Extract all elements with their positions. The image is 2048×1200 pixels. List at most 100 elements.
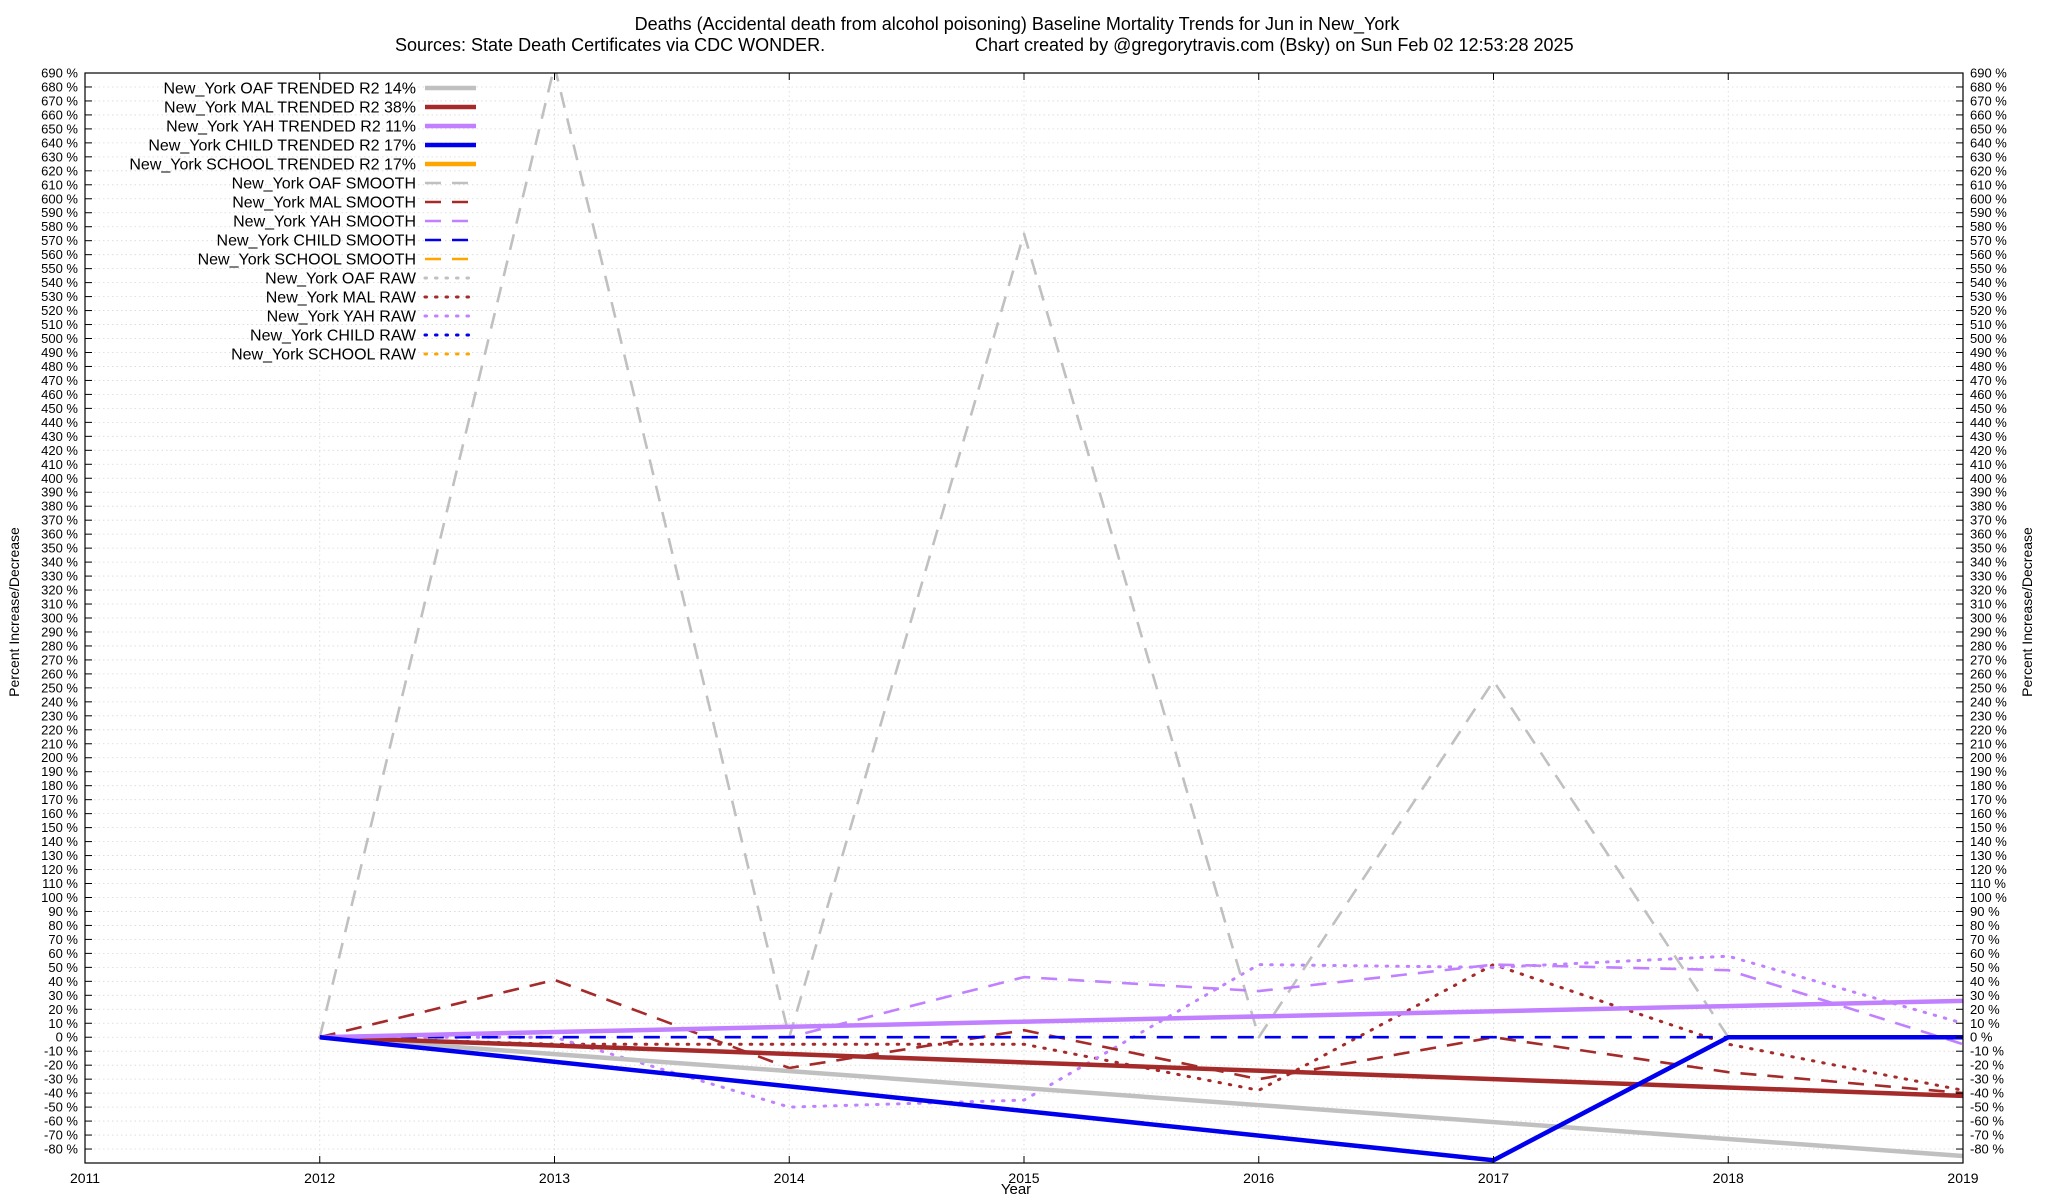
legend-label: New_York SCHOOL TRENDED R2 17%	[129, 157, 416, 174]
y-tick-label: 540 %	[41, 275, 78, 290]
y-tick-label: 20 %	[1970, 1002, 2000, 1017]
y-tick-label: 430 %	[41, 429, 78, 444]
y-tick-label: 100 %	[41, 890, 78, 905]
y-axis-left: -80 %-70 %-60 %-50 %-40 %-30 %-20 %-10 %…	[41, 66, 92, 1157]
y-tick-label: 440 %	[1970, 415, 2007, 430]
y-tick-label: 680 %	[1970, 79, 2007, 94]
y-tick-label: 480 %	[41, 359, 78, 374]
y-tick-label: 340 %	[1970, 555, 2007, 570]
x-tick-label: 2015	[1008, 1170, 1039, 1186]
legend-label: New_York MAL RAW	[266, 290, 417, 307]
y-tick-label: 370 %	[1970, 513, 2007, 528]
y-tick-label: 40 %	[1970, 974, 2000, 989]
y-tick-label: 560 %	[41, 247, 78, 262]
y-tick-label: -60 %	[44, 1114, 78, 1129]
y-tick-label: -40 %	[1970, 1086, 2004, 1101]
y-tick-label: 360 %	[1970, 527, 2007, 542]
y-tick-label: 670 %	[41, 93, 78, 108]
y-tick-label: 390 %	[1970, 485, 2007, 500]
y-tick-label: 50 %	[48, 960, 78, 975]
y-tick-label: 600 %	[1970, 191, 2007, 206]
y-tick-label: 620 %	[41, 163, 78, 178]
y-tick-label: 680 %	[41, 79, 78, 94]
y-tick-label: 690 %	[41, 66, 78, 81]
y-tick-label: 60 %	[48, 946, 78, 961]
y-tick-label: -80 %	[44, 1142, 78, 1157]
y-tick-label: 670 %	[1970, 93, 2007, 108]
y-axis-label-left: Percent Increase/Decrease	[6, 527, 22, 697]
y-tick-label: 30 %	[1970, 988, 2000, 1003]
y-axis-right: -80 %-70 %-60 %-50 %-40 %-30 %-20 %-10 %…	[1956, 66, 2007, 1157]
x-axis: 2011 2012 2013 2014 2015 2016 2017 2018 2019	[70, 73, 1979, 1186]
y-tick-label: 320 %	[41, 583, 78, 598]
y-tick-label: 510 %	[1970, 317, 2007, 332]
y-tick-label: 400 %	[1970, 471, 2007, 486]
y-tick-label: -10 %	[1970, 1044, 2004, 1059]
y-axis-label-right: Percent Increase/Decrease	[2019, 527, 2035, 697]
y-tick-label: 500 %	[41, 331, 78, 346]
y-tick-label: 230 %	[41, 708, 78, 723]
x-tick-label: 2012	[304, 1170, 335, 1186]
y-tick-label: 530 %	[41, 289, 78, 304]
y-tick-label: 380 %	[1970, 499, 2007, 514]
y-tick-label: 560 %	[1970, 247, 2007, 262]
y-tick-label: 480 %	[1970, 359, 2007, 374]
legend-label: New_York YAH SMOOTH	[233, 214, 416, 231]
y-tick-label: 370 %	[41, 513, 78, 528]
y-tick-label: 650 %	[41, 121, 78, 136]
y-tick-label: 630 %	[1970, 149, 2007, 164]
y-tick-label: 300 %	[1970, 611, 2007, 626]
y-tick-label: -40 %	[44, 1086, 78, 1101]
y-tick-label: 150 %	[1970, 820, 2007, 835]
y-tick-label: 580 %	[1970, 219, 2007, 234]
legend: New_York OAF TRENDED R2 14% New_York MAL …	[129, 81, 478, 364]
y-tick-label: 510 %	[41, 317, 78, 332]
y-tick-label: 400 %	[41, 471, 78, 486]
y-tick-label: -70 %	[1970, 1128, 2004, 1143]
y-tick-label: 280 %	[41, 638, 78, 653]
y-tick-label: 30 %	[48, 988, 78, 1003]
y-tick-label: 120 %	[41, 862, 78, 877]
y-tick-label: 200 %	[1970, 750, 2007, 765]
y-tick-label: 210 %	[1970, 736, 2007, 751]
y-tick-label: 460 %	[41, 387, 78, 402]
y-tick-label: 470 %	[1970, 373, 2007, 388]
y-tick-label: 570 %	[1970, 233, 2007, 248]
legend-label: New_York YAH TRENDED R2 11%	[166, 119, 416, 136]
y-tick-label: 50 %	[1970, 960, 2000, 975]
y-tick-label: 520 %	[41, 303, 78, 318]
y-tick-label: 220 %	[1970, 722, 2007, 737]
y-tick-label: 60 %	[1970, 946, 2000, 961]
y-tick-label: -30 %	[1970, 1072, 2004, 1087]
y-tick-label: 250 %	[1970, 680, 2007, 695]
y-tick-label: 240 %	[1970, 694, 2007, 709]
series-line-2	[319, 998, 1963, 1040]
y-tick-label: 550 %	[41, 261, 78, 276]
y-tick-label: 650 %	[1970, 121, 2007, 136]
y-tick-label: 170 %	[41, 792, 78, 807]
y-tick-label: 660 %	[41, 107, 78, 122]
y-tick-label: -80 %	[1970, 1142, 2004, 1157]
y-tick-label: 520 %	[1970, 303, 2007, 318]
y-tick-label: 590 %	[41, 205, 78, 220]
y-tick-label: 110 %	[42, 876, 78, 891]
x-tick-label: 2017	[1478, 1170, 1509, 1186]
legend-label: New_York OAF RAW	[265, 271, 417, 288]
y-tick-label: 310 %	[1970, 597, 2007, 612]
y-tick-label: 450 %	[41, 401, 78, 416]
legend-label: New_York OAF TRENDED R2 14%	[163, 81, 416, 98]
y-tick-label: 220 %	[41, 722, 78, 737]
y-tick-label: 460 %	[1970, 387, 2007, 402]
y-tick-label: 290 %	[1970, 624, 2007, 639]
chart-credit: Chart created by @gregorytravis.com (Bsk…	[975, 35, 1574, 55]
y-tick-label: 340 %	[41, 555, 78, 570]
y-tick-label: 110 %	[1970, 876, 2006, 891]
y-tick-label: 330 %	[1970, 569, 2007, 584]
y-tick-label: -50 %	[44, 1100, 78, 1115]
y-tick-label: 180 %	[41, 778, 78, 793]
y-tick-label: 540 %	[1970, 275, 2007, 290]
y-tick-label: 640 %	[1970, 135, 2007, 150]
x-tick-label: 2011	[70, 1170, 100, 1186]
legend-label: New_York YAH RAW	[267, 309, 417, 326]
y-tick-label: 570 %	[41, 233, 78, 248]
